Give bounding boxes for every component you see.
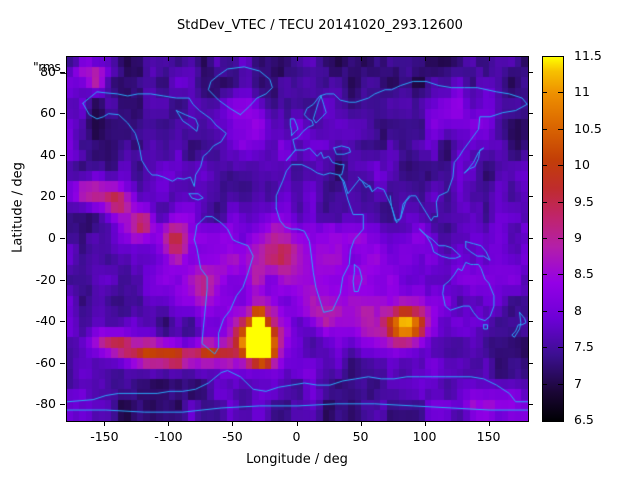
y-tick-label: -20 <box>35 271 56 287</box>
x-tick-label: 50 <box>352 429 369 444</box>
colorbar-tick-mark <box>542 56 547 57</box>
colorbar-tick-mark-right <box>558 128 563 130</box>
colorbar-tick-label: 11 <box>574 84 590 100</box>
colorbar-tick-mark-right <box>558 201 563 203</box>
colorbar-tick-label: 8.5 <box>574 266 594 282</box>
x-tick-label: -150 <box>90 429 119 444</box>
y-tick-label: 80 <box>40 63 56 79</box>
x-tick-mark-top <box>360 56 362 61</box>
colorbar-tick-mark-right <box>558 92 563 94</box>
y-tick-label: 40 <box>40 146 56 162</box>
y-tick-mark-right <box>528 279 533 281</box>
colorbar-tick-label: 11.5 <box>574 48 602 63</box>
colorbar-tick-label: 6.5 <box>574 412 594 427</box>
colorbar-tick-mark-right <box>558 165 563 167</box>
colorbar-tick-mark-right <box>558 238 563 239</box>
y-tick-label: -40 <box>35 313 56 329</box>
x-tick-mark <box>232 421 234 426</box>
y-tick-mark <box>60 196 65 198</box>
x-tick-mark <box>168 421 170 426</box>
page-title: StdDev_VTEC / TECU 20141020_293.12600 <box>176 18 464 33</box>
colorbar-tick-mark <box>542 383 547 385</box>
colorbar-tick-mark <box>542 347 547 349</box>
y-tick-label: 20 <box>40 188 56 204</box>
y-tick-mark <box>60 362 65 364</box>
x-tick-mark-top <box>424 56 426 61</box>
colorbar-tick-mark <box>542 165 547 167</box>
colorbar-tick-mark-right <box>558 383 563 385</box>
y-tick-mark-right <box>528 196 533 198</box>
x-tick-mark <box>104 421 106 426</box>
y-tick-mark-right <box>528 321 533 323</box>
colorbar-tick-label: 10.5 <box>574 120 602 136</box>
x-tick-label: 150 <box>476 429 501 444</box>
x-tick-mark-top <box>296 56 298 61</box>
x-tick-label: -100 <box>154 429 183 444</box>
x-tick-mark-top <box>168 56 170 61</box>
x-tick-label: -50 <box>222 429 243 444</box>
y-tick-mark-right <box>528 71 533 73</box>
colorbar-tick-label: 7.5 <box>574 339 594 355</box>
colorbar-tick-mark <box>542 310 547 312</box>
clipped-annotation: "rms_ <box>33 59 67 74</box>
colorbar-tick-label: 8 <box>574 302 582 318</box>
y-tick-mark <box>60 154 65 156</box>
x-tick-mark-top <box>232 56 234 61</box>
colorbar-tick-mark-right <box>558 56 563 57</box>
colorbar-tick-label: 9.5 <box>574 193 594 209</box>
y-tick-mark <box>60 113 65 115</box>
x-axis-title: Longitude / deg <box>246 452 348 467</box>
y-tick-mark <box>60 404 65 406</box>
x-tick-mark-top <box>104 56 106 61</box>
x-tick-label: 0 <box>292 429 301 444</box>
y-tick-mark <box>60 238 65 239</box>
x-tick-mark <box>424 421 426 426</box>
y-tick-mark <box>60 71 65 73</box>
x-tick-mark <box>296 421 298 426</box>
y-tick-mark-right <box>528 238 533 239</box>
x-tick-label: 100 <box>412 429 437 444</box>
colorbar-tick-mark-right <box>558 420 563 421</box>
colorbar-tick-label: 9 <box>574 230 582 245</box>
y-tick-mark-right <box>528 154 533 156</box>
y-tick-label: 0 <box>48 230 56 245</box>
colorbar-tick-mark-right <box>558 274 563 276</box>
x-tick-mark-top <box>488 56 490 61</box>
colorbar-tick-mark <box>542 201 547 203</box>
colorbar <box>542 56 564 422</box>
x-tick-mark <box>488 421 490 426</box>
map-axes <box>66 56 529 422</box>
y-tick-mark-right <box>528 113 533 115</box>
colorbar-tick-mark <box>542 274 547 276</box>
coastline-overlay <box>67 57 528 421</box>
y-tick-mark-right <box>528 362 533 364</box>
colorbar-gradient <box>543 57 563 421</box>
colorbar-tick-mark-right <box>558 310 563 312</box>
colorbar-tick-mark <box>542 238 547 239</box>
colorbar-tick-mark <box>542 92 547 94</box>
colorbar-tick-mark <box>542 128 547 130</box>
x-tick-mark <box>360 421 362 426</box>
y-tick-label: 60 <box>40 105 56 121</box>
colorbar-tick-label: 7 <box>574 375 582 391</box>
colorbar-tick-label: 10 <box>574 157 590 173</box>
colorbar-tick-mark <box>542 420 547 421</box>
y-tick-mark <box>60 279 65 281</box>
y-tick-mark <box>60 321 65 323</box>
colorbar-tick-mark-right <box>558 347 563 349</box>
y-tick-label: -60 <box>35 354 56 370</box>
y-tick-label: -80 <box>35 396 56 412</box>
y-tick-mark-right <box>528 404 533 406</box>
